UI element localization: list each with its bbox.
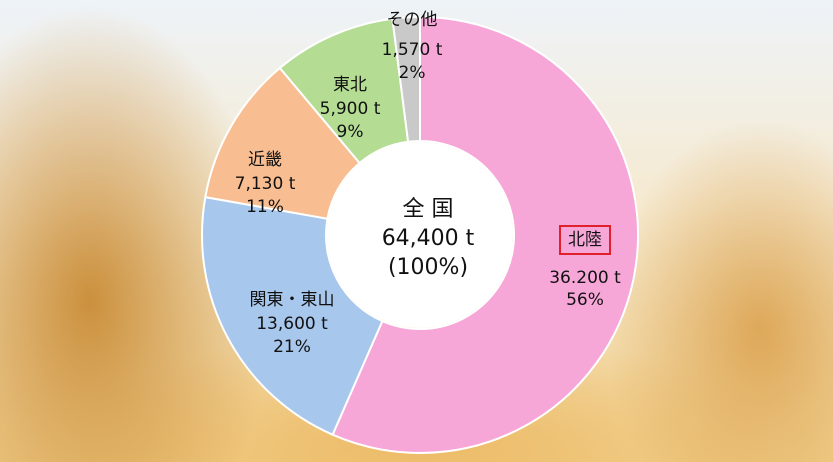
category-label: 東北	[333, 75, 367, 95]
category-label: その他	[387, 10, 438, 30]
value-label: 56%	[566, 290, 604, 310]
value-label: 21%	[273, 337, 311, 357]
center-label: 全 国	[403, 197, 454, 222]
amount-label: 36.200 t	[549, 268, 621, 288]
category-label: 北陸	[568, 230, 602, 250]
amount-label: 5,900 t	[320, 99, 381, 119]
amount-label: 13,600 t	[256, 314, 328, 334]
center-label: (100%)	[388, 255, 468, 280]
donut-slice	[331, 15, 639, 454]
category-label: 関東・東山	[250, 290, 335, 310]
highlight-box	[559, 225, 611, 255]
donut-slice	[391, 15, 421, 143]
category-label: 近畿	[248, 150, 282, 170]
amount-label: 7,130 t	[235, 174, 296, 194]
donut-hole	[327, 142, 513, 328]
value-label: 2%	[399, 63, 426, 83]
amount-label: 1,570 t	[382, 40, 443, 60]
value-label: 11%	[246, 197, 284, 217]
donut-slice	[201, 195, 384, 437]
center-label: 64,400 t	[382, 226, 475, 251]
value-label: 9%	[337, 122, 364, 142]
